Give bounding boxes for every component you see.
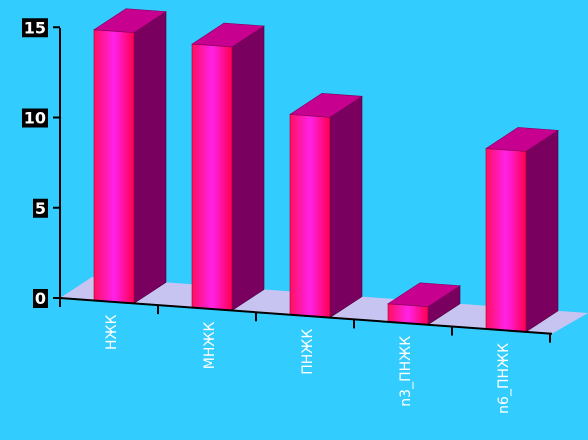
y-tick-label: 5 — [35, 199, 46, 218]
x-category-label: n6_ПНЖК — [496, 343, 512, 414]
y-tick-label: 15 — [24, 18, 46, 37]
y-tick-label: 0 — [35, 289, 46, 308]
bars-group — [93, 8, 559, 333]
x-ticks: НЖК МНЖК ПНЖК n3_ПНЖК n6_ПНЖК — [59, 298, 551, 414]
x-category-label: ПНЖК — [300, 329, 316, 375]
bar-top — [93, 8, 167, 33]
y-tick-label-bg — [22, 18, 48, 38]
y-tick-label-bg — [33, 289, 48, 308]
bar-side — [133, 11, 167, 304]
bar — [289, 93, 363, 319]
x-axis — [59, 297, 553, 335]
bar — [93, 8, 167, 304]
bar-top — [289, 93, 363, 118]
bar-front — [93, 29, 135, 304]
bar — [191, 22, 265, 312]
bar-top — [191, 22, 265, 48]
y-tick-label-bg — [22, 108, 48, 128]
y-tick-label-bg — [33, 198, 48, 218]
bar-front — [485, 148, 527, 333]
y-tick-label: 10 — [24, 109, 46, 128]
bar-side — [329, 95, 363, 319]
x-category-label: НЖК — [104, 314, 120, 350]
x-category-label: МНЖК — [202, 322, 218, 370]
bar-top — [387, 282, 461, 308]
y-ticks: 0 5 10 15 — [22, 18, 60, 308]
bar-top — [485, 127, 559, 152]
bar-front — [289, 114, 331, 318]
bar — [485, 127, 559, 333]
bar-side — [525, 129, 559, 333]
x-category-label: n3_ПНЖК — [398, 336, 414, 407]
bar-front — [191, 43, 233, 311]
bar-side — [231, 25, 265, 312]
